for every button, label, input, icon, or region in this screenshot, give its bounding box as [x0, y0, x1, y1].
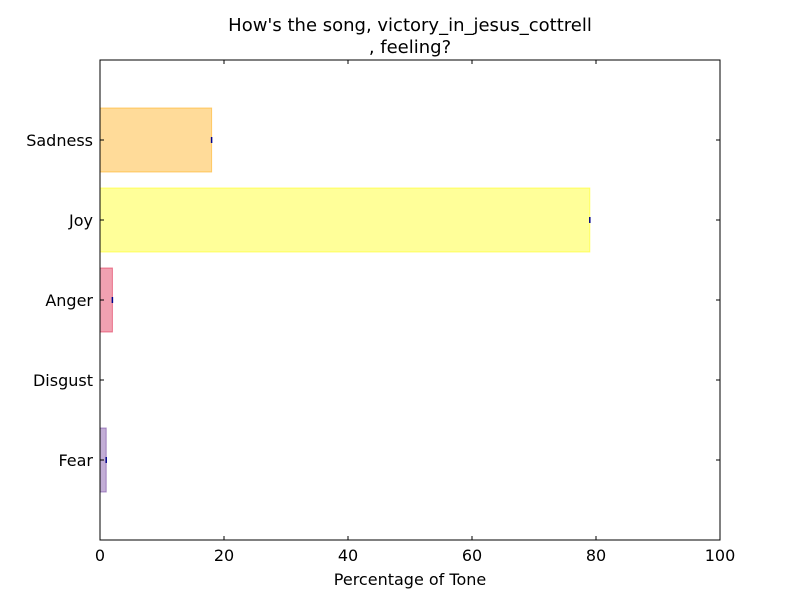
- bars-group: [99, 107, 591, 493]
- x-tick-label: 100: [705, 546, 736, 565]
- x-tick-label: 80: [586, 546, 606, 565]
- chart-title-line-2: , feeling?: [369, 37, 451, 58]
- y-tick-label-disgust: Disgust: [33, 371, 93, 390]
- y-tick-label-joy: Joy: [68, 211, 93, 230]
- bar-sadness: [99, 107, 213, 173]
- chart-title-line-1: How's the song, victory_in_jesus_cottrel…: [228, 15, 592, 36]
- x-tick-label: 0: [95, 546, 105, 565]
- x-tick-label: 40: [338, 546, 358, 565]
- x-axis-ticks: 0 20 40 60 80 100: [95, 60, 735, 565]
- plot-frame: [99, 59, 721, 541]
- y-axis-ticks: Sadness Joy Anger Disgust Fear: [26, 131, 720, 470]
- y-tick-label-anger: Anger: [45, 291, 93, 310]
- x-tick-label: 60: [462, 546, 482, 565]
- y-tick-label-fear: Fear: [58, 451, 93, 470]
- bar-joy: [99, 187, 591, 253]
- x-axis-label: Percentage of Tone: [334, 570, 486, 589]
- y-tick-label-sadness: Sadness: [26, 131, 93, 150]
- x-tick-label: 20: [214, 546, 234, 565]
